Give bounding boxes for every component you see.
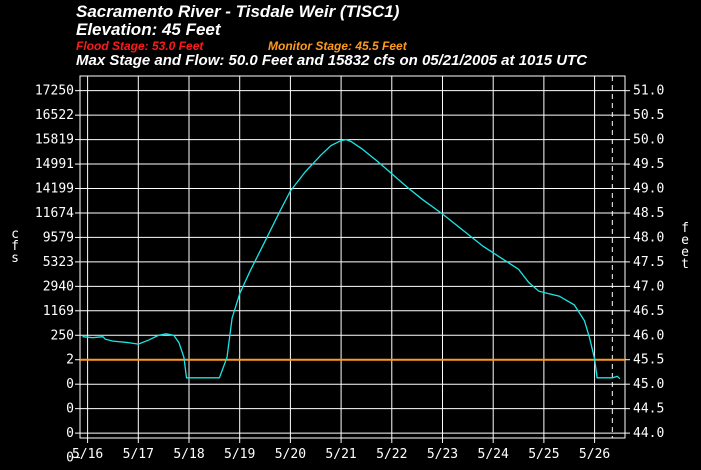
left-tick-label: 0	[66, 402, 74, 417]
left-tick-label: 9579	[43, 230, 74, 245]
left-tick-label: 0	[66, 377, 74, 392]
right-tick-label: 44.0	[633, 426, 664, 441]
right-axis-label-char: e	[681, 233, 689, 248]
left-tick-label: 16522	[35, 108, 74, 123]
left-tick-label: 5323	[43, 255, 74, 270]
monitor-stage-label: Monitor Stage: 45.5 Feet	[268, 39, 407, 53]
left-axis-label: cfs	[11, 227, 19, 266]
right-tick-label: 45.5	[633, 353, 664, 368]
stage-series-line	[82, 138, 621, 380]
right-tick-label: 44.5	[633, 402, 664, 417]
x-tick-label: 5/19	[224, 447, 255, 462]
left-tick-label: 2	[66, 353, 74, 368]
left-axis-label-char: f	[11, 239, 19, 254]
chart-title: Sacramento River - Tisdale Weir (TISC1)	[76, 2, 400, 21]
left-tick-label: 17250	[35, 84, 74, 99]
right-tick-label: 50.0	[633, 133, 664, 148]
elevation-label: Elevation: 45 Feet	[76, 20, 221, 39]
right-tick-label: 50.5	[633, 108, 664, 123]
left-tick-label: 14199	[35, 182, 74, 197]
left-tick-label: 0	[66, 451, 74, 466]
right-tick-label: 47.5	[633, 255, 664, 270]
right-tick-label: 49.5	[633, 157, 664, 172]
right-tick-label: 48.5	[633, 206, 664, 221]
left-tick-label: 250	[51, 328, 74, 343]
flood-stage-label: Flood Stage: 53.0 Feet	[76, 39, 204, 53]
right-axis-label-char: f	[681, 221, 689, 236]
left-tick-label: 2940	[43, 279, 74, 294]
x-tick-label: 5/17	[123, 447, 154, 462]
max-stage-flow-label: Max Stage and Flow: 50.0 Feet and 15832 …	[76, 52, 588, 69]
left-tick-label: 14991	[35, 157, 74, 172]
x-tick-label: 5/23	[427, 447, 458, 462]
left-axis-label-char: s	[11, 251, 19, 266]
x-tick-label: 5/20	[275, 447, 306, 462]
plot-frame	[79, 75, 626, 439]
right-tick-label: 49.0	[633, 182, 664, 197]
x-tick-label: 5/25	[528, 447, 559, 462]
x-tick-label: 5/22	[376, 447, 407, 462]
right-axis-label-char: t	[681, 257, 689, 272]
stage-legend: Flood Stage: 53.0 Feet Monitor Stage: 45…	[76, 39, 407, 53]
right-tick-label: 47.0	[633, 279, 664, 294]
left-tick-label: 15819	[35, 133, 74, 148]
right-tick-label: 51.0	[633, 84, 664, 99]
right-tick-label: 48.0	[633, 230, 664, 245]
right-tick-label: 46.0	[633, 328, 664, 343]
left-tick-label: 11674	[35, 206, 74, 221]
x-tick-label: 5/21	[325, 447, 356, 462]
x-tick-label: 5/24	[478, 447, 509, 462]
x-tick-label: 5/26	[579, 447, 610, 462]
x-tick-label: 5/16	[72, 447, 103, 462]
right-axis-label-char: e	[681, 245, 689, 260]
left-tick-label: 1169	[43, 304, 74, 319]
right-tick-label: 45.0	[633, 377, 664, 392]
left-axis-label-char: c	[11, 227, 19, 242]
right-tick-label: 46.5	[633, 304, 664, 319]
x-tick-label: 5/18	[173, 447, 204, 462]
left-tick-label: 0	[66, 426, 74, 441]
